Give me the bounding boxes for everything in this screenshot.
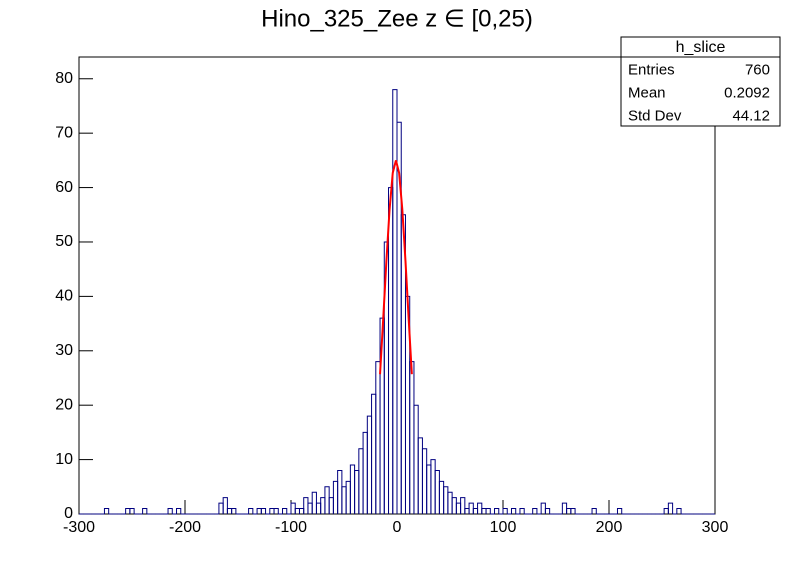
- x-tick-label: 300: [702, 519, 729, 536]
- stats-label: Mean: [628, 84, 666, 101]
- x-tick-label: 100: [490, 519, 517, 536]
- y-tick-label: 70: [55, 124, 73, 141]
- histogram-bin: [667, 502, 674, 514]
- x-tick-label: 200: [596, 519, 623, 536]
- x-tick-label: 0: [393, 519, 402, 536]
- y-tick-label: 50: [55, 233, 73, 250]
- y-tick-label: 10: [55, 451, 73, 468]
- chart-title: Hino_325_Zee z ∈ [0,25): [261, 5, 533, 32]
- stats-label: Entries: [628, 61, 675, 78]
- y-tick-label: 0: [64, 505, 73, 522]
- histogram-bin: [260, 508, 267, 514]
- fit-curve: [379, 160, 413, 375]
- histogram-bin: [676, 508, 682, 514]
- y-tick-label: 60: [55, 179, 73, 196]
- histogram-bin: [231, 508, 237, 514]
- histogram-bin: [519, 508, 525, 514]
- histogram-bin: [591, 508, 597, 514]
- histogram-bin: [616, 508, 623, 514]
- stats-label: Std Dev: [628, 107, 682, 124]
- x-tick-label: -100: [275, 519, 307, 536]
- stats-box: [620, 36, 781, 127]
- x-tick-label: -200: [169, 519, 201, 536]
- histogram-bin: [167, 508, 173, 514]
- y-tick-label: 30: [55, 342, 73, 359]
- y-tick-label: 20: [55, 396, 73, 413]
- y-tick-label: 80: [55, 70, 73, 87]
- y-tick-label: 40: [55, 288, 73, 305]
- histogram-bin: [103, 508, 110, 514]
- stats-title: h_slice: [676, 39, 726, 56]
- histogram-bin: [494, 508, 500, 514]
- histogram-bin: [248, 508, 254, 514]
- histogram-bin: [129, 508, 135, 514]
- stats-value: 44.12: [732, 107, 770, 124]
- histogram-bin: [570, 508, 576, 514]
- histogram-bin: [222, 497, 228, 514]
- x-tick-label: -300: [63, 519, 95, 536]
- histogram-bin: [176, 508, 182, 514]
- histogram-bin: [485, 508, 491, 514]
- histogram-bin: [142, 508, 148, 514]
- histogram-bin: [544, 508, 551, 514]
- histogram-bin: [532, 508, 538, 514]
- stats-value: 0.2092: [724, 84, 770, 101]
- histogram-bin: [273, 508, 279, 514]
- histogram-bin: [282, 508, 288, 514]
- histogram-bin: [510, 508, 517, 514]
- histogram-bin: [502, 508, 508, 514]
- histogram-bin: [460, 497, 466, 514]
- stats-value: 760: [745, 61, 770, 78]
